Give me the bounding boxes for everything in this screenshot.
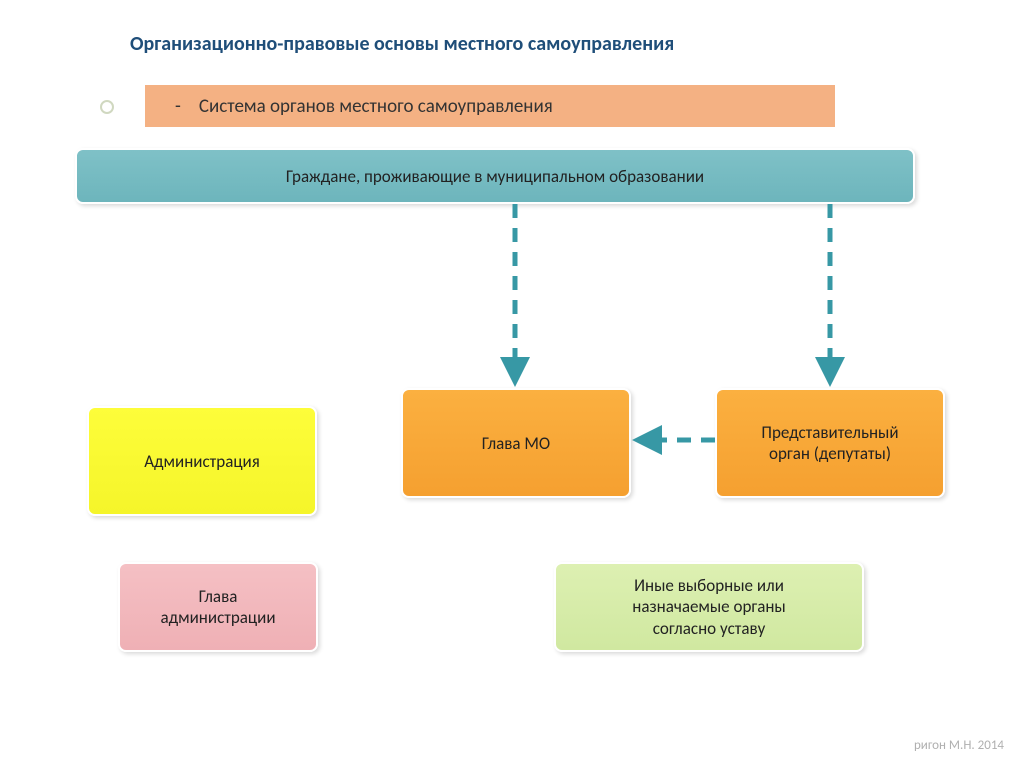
node-rep-line1: Представительный	[761, 422, 898, 443]
node-head-mo: Глава МО	[401, 388, 631, 498]
node-other-line2: назначаемые органы	[632, 596, 786, 617]
bullet-decoration	[100, 100, 114, 114]
node-representative: Представительный орган (депутаты)	[715, 388, 945, 498]
subtitle-text: Система органов местного самоуправления	[199, 95, 553, 118]
node-head-admin: Глава администрации	[118, 562, 318, 652]
subtitle-bar: - Система органов местного самоуправлени…	[145, 85, 835, 127]
footer-credit: ригон М.Н. 2014	[914, 738, 1004, 753]
node-head-mo-label: Глава МО	[482, 433, 550, 454]
node-citizens-label: Граждане, проживающие в муниципальном об…	[286, 166, 704, 187]
node-other-line1: Иные выборные или	[634, 575, 784, 596]
node-head-admin-line2: администрации	[160, 607, 275, 628]
bullet-dash: -	[175, 95, 181, 118]
node-rep-line2: орган (депутаты)	[769, 443, 891, 464]
arrow-citizens-to-head-mo	[500, 204, 530, 388]
node-administration-label: Администрация	[144, 451, 260, 472]
node-head-admin-line1: Глава	[199, 586, 238, 607]
arrow-citizens-to-representative	[815, 204, 845, 388]
node-administration: Администрация	[87, 406, 317, 516]
node-citizens: Граждане, проживающие в муниципальном об…	[75, 148, 915, 204]
node-other-line3: согласно уставу	[653, 618, 766, 639]
node-other-bodies: Иные выборные или назначаемые органы сог…	[554, 562, 864, 652]
arrow-representative-to-head-mo	[631, 425, 715, 455]
page-title: Организационно-правовые основы местного …	[130, 32, 674, 56]
